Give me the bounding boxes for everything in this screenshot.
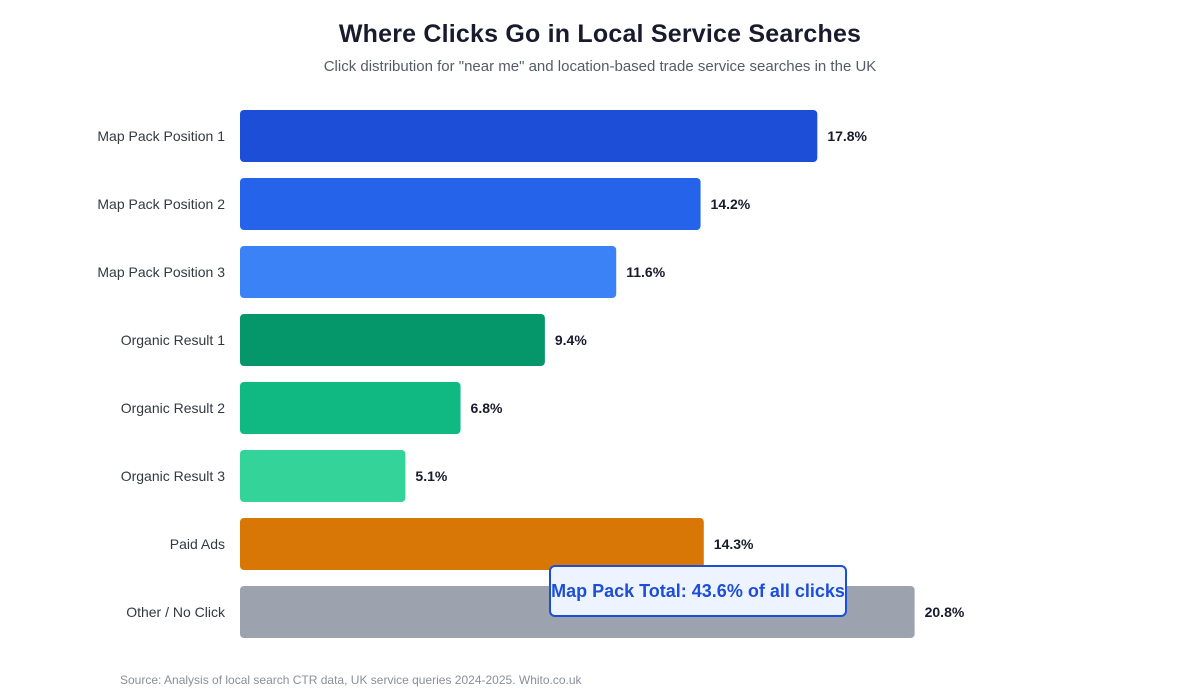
source-note: Source: Analysis of local search CTR dat… bbox=[120, 673, 582, 687]
bar-map-pack-position-2 bbox=[240, 178, 701, 230]
category-label-organic-result-1: Organic Result 1 bbox=[121, 332, 225, 348]
bar-organic-result-1 bbox=[240, 314, 545, 366]
bar-map-pack-position-1 bbox=[240, 110, 818, 162]
category-label-map-pack-position-1: Map Pack Position 1 bbox=[97, 128, 225, 144]
value-label-organic-result-1: 9.4% bbox=[555, 332, 587, 348]
value-label-map-pack-position-2: 14.2% bbox=[711, 196, 751, 212]
value-label-map-pack-position-3: 11.6% bbox=[626, 264, 665, 280]
value-label-paid-ads: 14.3% bbox=[714, 536, 754, 552]
chart-title: Where Clicks Go in Local Service Searche… bbox=[338, 20, 862, 48]
category-label-map-pack-position-3: Map Pack Position 3 bbox=[97, 264, 225, 280]
value-label-organic-result-3: 5.1% bbox=[415, 468, 447, 484]
map-pack-total-callout: Map Pack Total: 43.6% of all clicks bbox=[549, 565, 847, 617]
category-label-map-pack-position-2: Map Pack Position 2 bbox=[97, 196, 225, 212]
value-label-map-pack-position-1: 17.8% bbox=[827, 128, 867, 144]
bar-map-pack-position-3 bbox=[240, 246, 617, 298]
chart-subtitle: Click distribution for "near me" and loc… bbox=[323, 58, 877, 75]
bar-paid-ads bbox=[240, 518, 704, 570]
category-label-paid-ads: Paid Ads bbox=[170, 536, 225, 552]
bar-organic-result-3 bbox=[240, 450, 406, 502]
value-label-organic-result-2: 6.8% bbox=[471, 400, 503, 416]
bar-organic-result-2 bbox=[240, 382, 461, 434]
value-label-other-no-click: 20.8% bbox=[925, 604, 965, 620]
category-label-other-no-click: Other / No Click bbox=[126, 604, 226, 620]
category-label-organic-result-3: Organic Result 3 bbox=[121, 468, 225, 484]
category-label-organic-result-2: Organic Result 2 bbox=[121, 400, 225, 416]
